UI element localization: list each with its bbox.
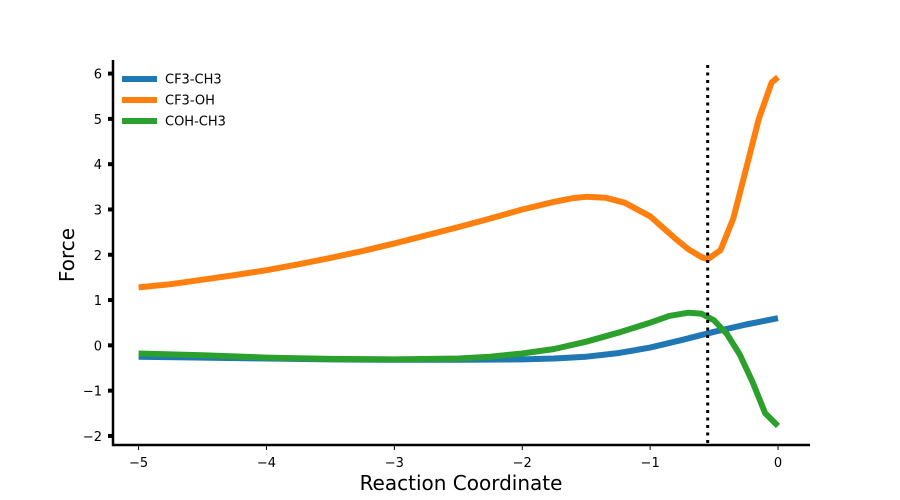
- x-tick-label: −2: [513, 456, 532, 471]
- axes: −5 −4 −3 −2 −1 0 −2 −1 0 1 2 3 4 5 6: [83, 60, 810, 471]
- x-axis-label: Reaction Coordinate: [360, 471, 563, 495]
- y-tick-label: 4: [94, 158, 102, 173]
- legend-label: CF3-OH: [165, 94, 215, 109]
- legend: CF3-CH3 CF3-OH COH-CH3: [122, 73, 226, 130]
- y-tick-label: 1: [94, 294, 102, 309]
- y-axis-label: Force: [55, 228, 79, 282]
- y-tick-label: 3: [94, 203, 102, 218]
- x-tick-label: −4: [257, 456, 276, 471]
- legend-label: COH-CH3: [165, 115, 226, 130]
- y-tick-label: 0: [94, 339, 102, 354]
- y-tick-label: −1: [83, 385, 102, 400]
- x-tick-label: −3: [385, 456, 404, 471]
- series-line-coh-ch3: [138, 309, 781, 429]
- series-layer: [138, 74, 781, 429]
- series-line-cf3-oh: [138, 74, 780, 291]
- y-tick-label: 5: [94, 113, 102, 128]
- y-tick-label: −2: [83, 430, 102, 445]
- legend-label: CF3-CH3: [165, 73, 222, 88]
- y-tick-label: 6: [94, 68, 102, 83]
- x-tick-label: −1: [641, 456, 660, 471]
- x-tick-label: −5: [129, 456, 148, 471]
- y-tick-label: 2: [94, 249, 102, 264]
- x-tick-label: 0: [774, 456, 782, 471]
